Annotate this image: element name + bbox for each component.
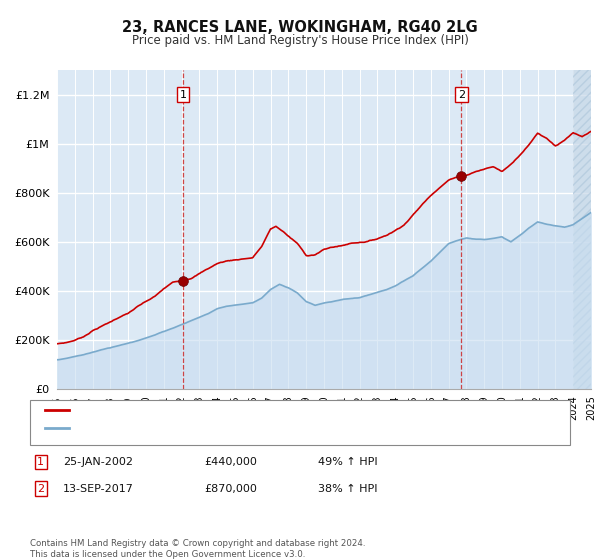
Text: 23, RANCES LANE, WOKINGHAM, RG40 2LG: 23, RANCES LANE, WOKINGHAM, RG40 2LG: [122, 20, 478, 35]
Text: Price paid vs. HM Land Registry's House Price Index (HPI): Price paid vs. HM Land Registry's House …: [131, 34, 469, 46]
Text: £870,000: £870,000: [204, 484, 257, 494]
Text: HPI: Average price, detached house, Wokingham: HPI: Average price, detached house, Woki…: [73, 423, 328, 433]
Text: 38% ↑ HPI: 38% ↑ HPI: [318, 484, 377, 494]
Text: 13-SEP-2017: 13-SEP-2017: [63, 484, 134, 494]
Text: 2: 2: [458, 90, 465, 100]
Text: 1: 1: [179, 90, 187, 100]
Text: 23, RANCES LANE, WOKINGHAM, RG40 2LG (detached house): 23, RANCES LANE, WOKINGHAM, RG40 2LG (de…: [73, 405, 394, 416]
Text: 2: 2: [37, 484, 44, 494]
Text: 1: 1: [37, 457, 44, 467]
Text: £440,000: £440,000: [204, 457, 257, 467]
Text: Contains HM Land Registry data © Crown copyright and database right 2024.
This d: Contains HM Land Registry data © Crown c…: [30, 539, 365, 559]
Text: 25-JAN-2002: 25-JAN-2002: [63, 457, 133, 467]
Text: 49% ↑ HPI: 49% ↑ HPI: [318, 457, 377, 467]
